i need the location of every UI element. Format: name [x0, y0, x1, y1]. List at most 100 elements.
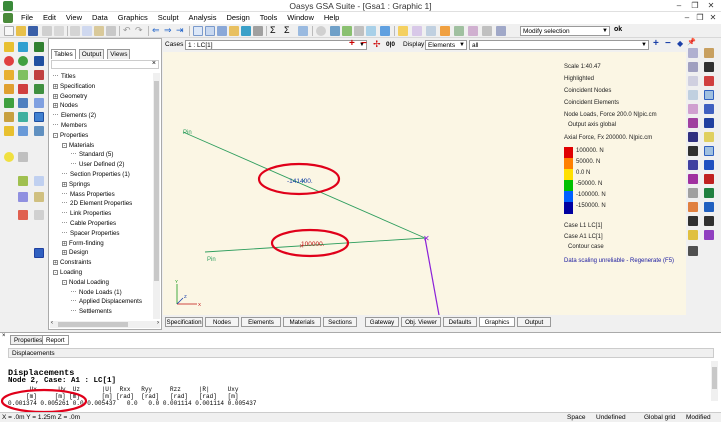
tree-item[interactable]: 2D Element Properties [62, 200, 132, 207]
move-icon[interactable] [34, 98, 44, 108]
tab-output[interactable]: Output [79, 49, 105, 59]
force-icon[interactable] [704, 174, 714, 184]
undo-icon[interactable]: ↶ [123, 26, 133, 36]
text-icon[interactable] [34, 210, 44, 220]
orientation-icon[interactable] [704, 104, 714, 114]
element-tool-icon[interactable] [4, 70, 14, 80]
polyline-icon[interactable] [34, 84, 44, 94]
expand-icon[interactable]: + [53, 103, 58, 108]
moment-icon[interactable] [688, 174, 698, 184]
table-view-icon[interactable] [205, 26, 215, 36]
tab-properties[interactable]: Properties [10, 335, 46, 345]
bulb-icon[interactable] [398, 26, 408, 36]
display-type-select[interactable]: Elements ▼ [425, 40, 467, 50]
minimize-icon[interactable]: – [672, 0, 686, 11]
design-icon[interactable] [342, 26, 352, 36]
chart-icon[interactable] [366, 26, 376, 36]
zoom-reset-button[interactable]: 0|0 [386, 41, 395, 48]
dimension-icon[interactable] [34, 126, 44, 136]
add-case-icon[interactable]: + [349, 38, 355, 49]
menu-view[interactable]: View [62, 12, 86, 23]
pan-icon[interactable] [18, 70, 28, 80]
tree-item[interactable]: + Nodes [53, 102, 78, 109]
tree-item[interactable]: Members [53, 122, 87, 129]
house-icon[interactable] [4, 84, 14, 94]
annotate-icon[interactable] [34, 192, 44, 202]
maximize-icon[interactable]: ❐ [688, 0, 702, 11]
menu-design[interactable]: Design [222, 12, 253, 23]
pin-icon[interactable]: 📌 [687, 38, 696, 46]
thickness-icon[interactable] [704, 146, 714, 156]
tree-item[interactable]: Mass Properties [62, 191, 115, 198]
labels-icon[interactable] [18, 152, 28, 162]
tree-item[interactable]: Section Properties (1) [62, 171, 130, 178]
check-icon[interactable] [454, 26, 464, 36]
output-view-icon[interactable] [217, 26, 227, 36]
tab-graphics[interactable]: Graphics [479, 317, 515, 327]
axes-icon[interactable] [688, 90, 698, 100]
print-icon[interactable] [42, 26, 52, 36]
tree-item[interactable]: Spacer Properties [62, 230, 120, 237]
grid-icon[interactable] [18, 112, 28, 122]
menu-help[interactable]: Help [320, 12, 343, 23]
select-icon[interactable] [34, 42, 44, 52]
highlight-icon[interactable] [34, 112, 44, 122]
tree-item[interactable]: + Geometry [53, 93, 87, 100]
offset-icon[interactable] [688, 118, 698, 128]
tree-item[interactable]: - Nodal Loading [62, 279, 109, 286]
expand-icon[interactable]: + [62, 250, 67, 255]
local-axes-icon[interactable] [704, 90, 714, 100]
circle-tool-icon[interactable] [4, 56, 14, 66]
close-panel-icon[interactable]: × [2, 333, 6, 339]
scrollbar-thumb[interactable] [712, 367, 717, 389]
i-beam-icon[interactable] [704, 62, 714, 72]
help-icon[interactable] [380, 26, 390, 36]
close-icon[interactable]: ✕ [704, 0, 718, 11]
display-filter-select[interactable]: all ▼ [469, 40, 649, 50]
expand-icon[interactable]: + [62, 182, 67, 187]
menu-analysis[interactable]: Analysis [185, 12, 221, 23]
diagram-icon[interactable] [18, 210, 28, 220]
contour-display-icon[interactable] [688, 202, 698, 212]
member-tool-icon[interactable] [4, 112, 14, 122]
add-node-icon[interactable] [34, 56, 44, 66]
tree-filter-field[interactable]: × [51, 60, 159, 69]
tree-item[interactable]: + Design [62, 249, 88, 256]
tree-vertical-scrollbar[interactable] [153, 73, 160, 319]
refresh-icon[interactable] [18, 42, 28, 52]
selection-mode-select[interactable]: Modify selection ▼ [520, 26, 610, 36]
save-icon[interactable] [28, 26, 38, 36]
tab-report[interactable]: Report [42, 335, 69, 345]
lock-icon[interactable] [468, 26, 478, 36]
graphic-canvas[interactable]: ✕ ✕ ✕ Pin Pin -141400. 100000. Y X Z Sca… [163, 52, 686, 315]
measure-tool-icon[interactable] [4, 126, 14, 136]
wireframe-icon[interactable] [688, 48, 698, 58]
sum-icon[interactable]: Σ [270, 26, 280, 36]
property-icon[interactable] [688, 146, 698, 156]
menu-tools[interactable]: Tools [256, 12, 282, 23]
wizard-icon[interactable] [229, 26, 239, 36]
config-icon[interactable] [482, 26, 492, 36]
sum-display-icon[interactable] [688, 230, 698, 240]
ok-button[interactable]: ok [614, 26, 622, 33]
bulb-display-icon[interactable] [704, 132, 714, 142]
tab-defaults[interactable]: Defaults [443, 317, 477, 327]
dimension-display-icon[interactable] [688, 188, 698, 198]
vector-icon[interactable] [704, 202, 714, 212]
find-icon[interactable] [106, 26, 116, 36]
tree-item[interactable]: - Materials [62, 142, 94, 149]
expand-icon[interactable]: + [53, 260, 58, 265]
scale-factor-icon[interactable] [704, 216, 714, 226]
graphic-view-icon[interactable] [193, 26, 203, 36]
fit-icon[interactable] [18, 98, 28, 108]
menu-window[interactable]: Window [283, 12, 318, 23]
tree-item[interactable]: + Form-finding [62, 240, 104, 247]
pencil-icon[interactable] [4, 42, 14, 52]
link-icon[interactable] [704, 76, 714, 86]
dictionary-icon[interactable] [412, 26, 422, 36]
tree-item[interactable]: + Specification [53, 83, 95, 90]
tree-item[interactable]: Node Loads (1) [71, 289, 122, 296]
tree-item[interactable]: Link Properties [62, 210, 111, 217]
release-icon[interactable] [688, 104, 698, 114]
stop-icon[interactable] [316, 26, 326, 36]
